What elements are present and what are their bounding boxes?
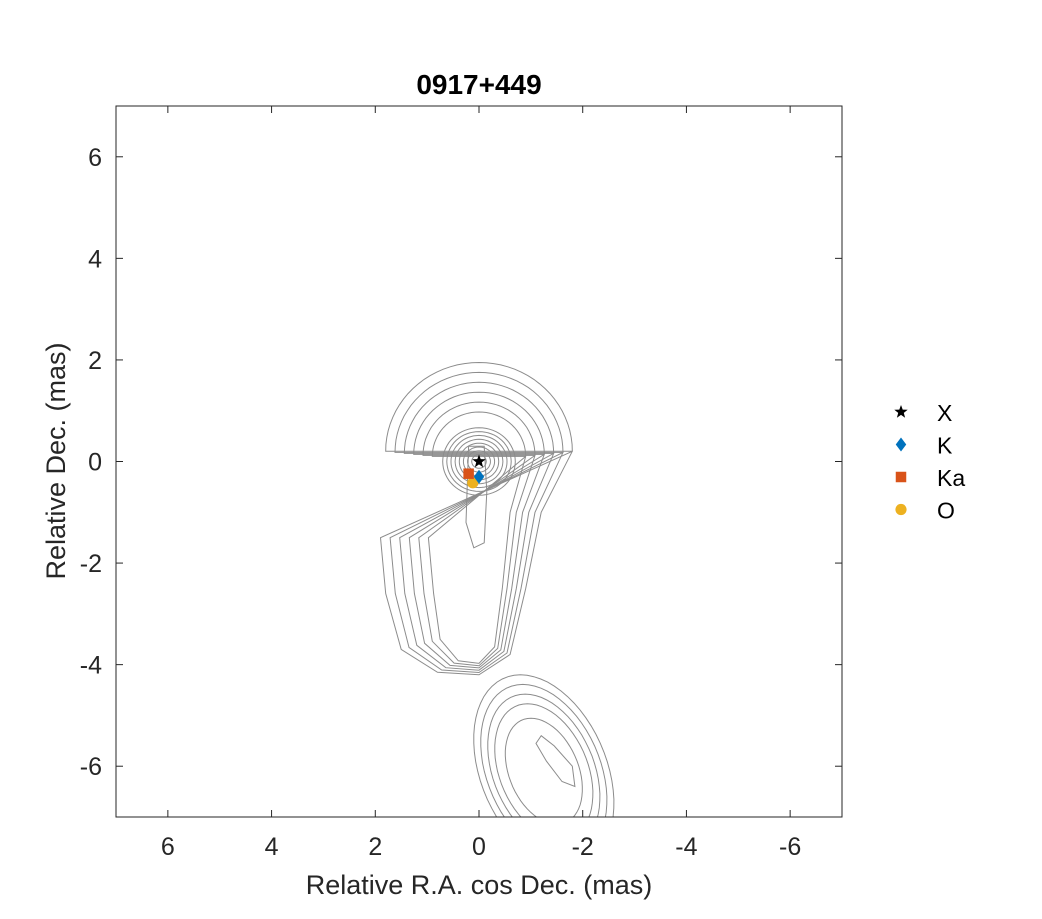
legend: XK Ka O [894, 400, 965, 524]
legend-marker-x [894, 405, 908, 418]
chart-title: 0917+449 [416, 69, 541, 100]
y-tick-label: -6 [80, 753, 102, 781]
x-tick-label: 2 [368, 833, 382, 861]
contour-line [454, 438, 504, 485]
contour-line [504, 717, 583, 817]
x-tick-label: -4 [675, 833, 697, 861]
y-axis-label: Relative Dec. (mas) [41, 342, 71, 579]
x-tick-label: -2 [572, 833, 594, 861]
contour-line [446, 431, 512, 492]
y-tick-label: 0 [88, 449, 102, 477]
contour-line [473, 674, 615, 817]
x-tick-label: -6 [779, 833, 801, 861]
marker-o [467, 477, 479, 489]
y-tick-label: -2 [80, 550, 102, 578]
y-tick-label: -4 [80, 652, 102, 680]
contour-line [535, 734, 576, 788]
y-tick-label: 6 [88, 144, 102, 172]
x-tick-label: 6 [161, 833, 175, 861]
legend-label-x: X [937, 400, 952, 426]
marker-ka [463, 468, 474, 479]
contour-line [379, 361, 574, 676]
marker-x [472, 454, 486, 468]
contour-line [494, 703, 594, 817]
axis-ticks [116, 106, 842, 817]
contour-line [465, 445, 488, 549]
contour-line [418, 401, 536, 667]
legend-marker-k [895, 437, 907, 452]
contour-line [450, 434, 508, 489]
contour-line [427, 411, 527, 664]
legend-marker-o [895, 503, 907, 516]
x-tick-label: 0 [472, 833, 486, 861]
legend-label-ka: Ka [937, 465, 965, 491]
legend-marker-ka [895, 471, 907, 483]
legend-label-o: O [937, 498, 955, 524]
contour-line [408, 391, 546, 669]
contour-line [389, 371, 564, 674]
data-markers [463, 454, 486, 489]
legend-label-k: K [937, 433, 953, 459]
contour-line [442, 427, 516, 496]
y-tick-label: 4 [88, 245, 102, 273]
marker-k [473, 469, 485, 484]
contour-line [487, 693, 601, 817]
contour-line [471, 454, 487, 469]
tick-labels: 6 4 2 0 -2 -4 -6 -6 -4 -2 0 2 4 6 [80, 144, 801, 861]
x-tick-label: 4 [265, 833, 279, 861]
x-axis-label: Relative R.A. cos Dec. (mas) [306, 870, 653, 900]
contour-line [480, 683, 608, 817]
y-tick-label: 2 [88, 347, 102, 375]
contour-line [399, 381, 555, 671]
